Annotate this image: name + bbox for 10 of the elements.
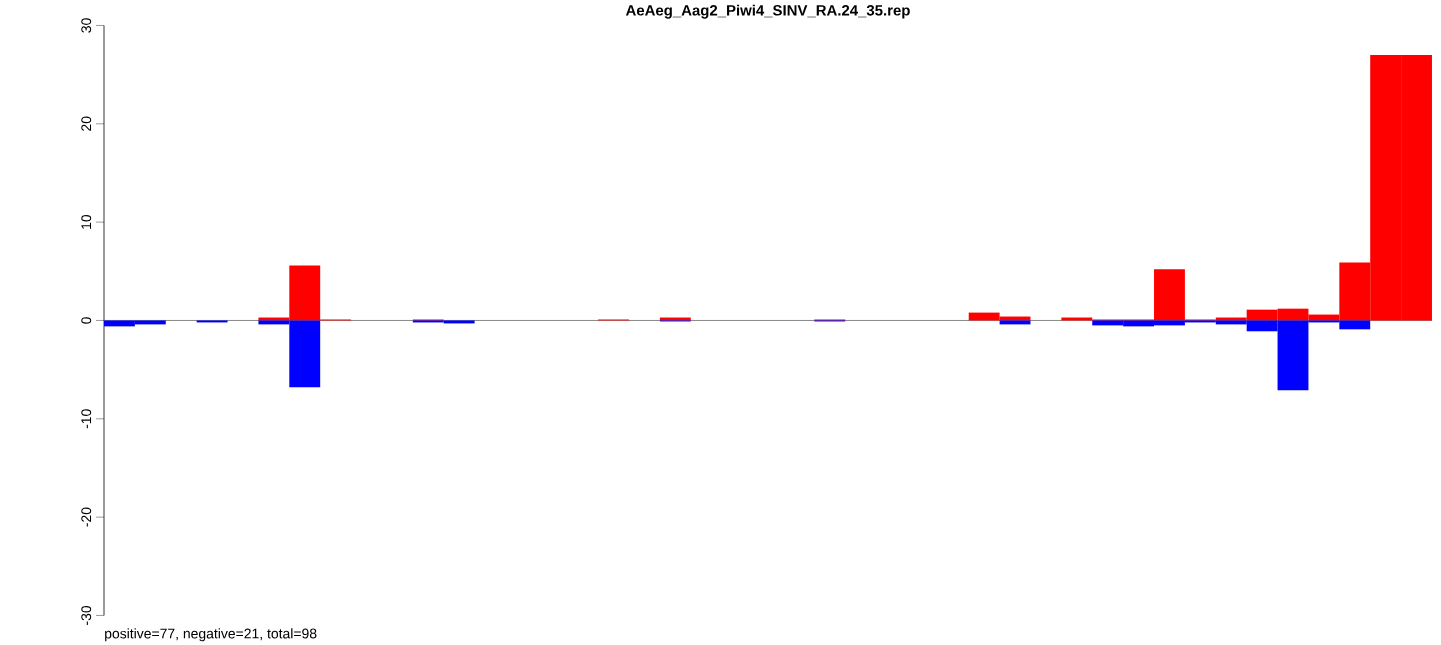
y-tick-label: 10 [81, 214, 92, 229]
y-tick-label: -10 [81, 409, 92, 429]
y-tick-label: -30 [81, 605, 92, 625]
y-tick-label: 0 [81, 316, 92, 324]
text: positive=77, negative=21, total=98 [105, 628, 317, 642]
chart-title: AeAeg_Aag2_Piwi4_SINV_RA.24_35.rep [625, 4, 910, 19]
y-tick-label: -20 [81, 507, 92, 527]
bar [999, 320, 1031, 325]
y-tick-label: 30 [81, 18, 92, 33]
y-tick-label: 20 [81, 116, 92, 131]
